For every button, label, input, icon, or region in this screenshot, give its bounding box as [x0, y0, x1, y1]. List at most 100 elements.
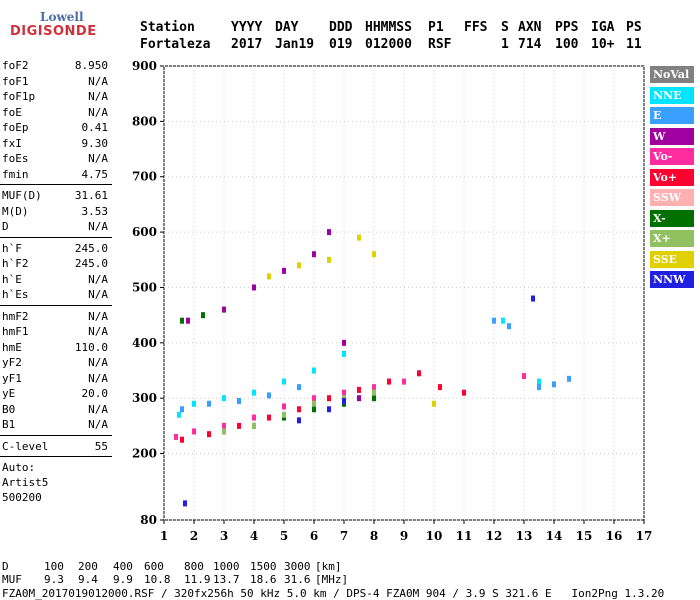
data-point-nnw	[327, 406, 331, 413]
param-name: hmF2	[2, 309, 29, 323]
x-tick-label: 14	[546, 529, 563, 543]
data-point-nne	[537, 378, 541, 385]
logo-digisonde: DIGISONDE	[10, 24, 97, 39]
muf-value: 9.3	[44, 573, 64, 586]
legend-item-vominus: Vo-	[650, 148, 694, 165]
header-value: 10+	[591, 37, 615, 52]
data-point-vo	[237, 422, 241, 429]
data-point-e	[207, 400, 211, 407]
data-point-vo	[192, 428, 196, 435]
y-tick-label: 700	[132, 170, 157, 184]
distance-value: 1500	[250, 560, 277, 573]
data-point-sse	[267, 273, 271, 280]
muf-value: 10.8	[144, 573, 171, 586]
data-point-w	[222, 306, 226, 313]
param-name: foE	[2, 105, 22, 119]
legend-item-nne: NNE	[650, 86, 694, 104]
param-value: 31.61	[74, 189, 108, 202]
param-row: foF2 8.950	[0, 58, 112, 74]
param-value: 9.30	[81, 136, 109, 150]
distance-label: D	[2, 560, 9, 573]
y-tick-label: 900	[132, 59, 157, 73]
data-point-nnw	[297, 417, 301, 424]
param-separator	[0, 304, 112, 306]
data-point-sse	[297, 262, 301, 269]
param-value: 4.75	[81, 167, 109, 181]
data-point-e	[567, 375, 571, 382]
param-row: fmin 4.75	[0, 167, 112, 183]
param-name: foF1p	[2, 90, 36, 103]
param-name: fmin	[2, 167, 29, 181]
distance-value: 3000	[284, 560, 311, 573]
y-tick-label: 200	[132, 447, 157, 461]
param-name: foF2	[2, 59, 29, 72]
param-value: 0.41	[81, 121, 109, 134]
param-name: foEp	[2, 121, 29, 134]
data-point-w	[327, 229, 331, 236]
param-name: B0	[2, 402, 16, 416]
param-name: hmE	[2, 340, 22, 354]
param-row: fxI 9.30	[0, 136, 112, 152]
data-point-x	[372, 395, 376, 402]
param-name: h`F2	[2, 257, 29, 270]
x-tick-label: 17	[636, 529, 653, 543]
muf-label: MUF	[2, 573, 22, 586]
distance-value: 400	[113, 560, 133, 573]
x-tick-label: 12	[486, 529, 503, 543]
param-row: M(D) 3.53	[0, 204, 112, 220]
param-row: foE N/A	[0, 105, 112, 121]
param-row: h`F2 245.0	[0, 256, 112, 272]
data-point-vo	[438, 384, 442, 391]
legend-item-sse: SSE	[650, 250, 694, 268]
param-row: h`F 245.0	[0, 241, 112, 257]
param-value: N/A	[88, 288, 108, 301]
param-name: hmF1	[2, 325, 29, 338]
header-value: 714	[518, 37, 542, 52]
header-label: Station	[140, 20, 195, 35]
data-point-nne	[177, 411, 181, 418]
header-value: Jan19	[275, 37, 315, 52]
legend-item-xplus: X+	[650, 230, 694, 247]
data-point-e	[492, 317, 496, 324]
param-row: yF1 N/A	[0, 371, 112, 387]
data-point-nnw	[342, 397, 346, 404]
param-value: N/A	[88, 356, 108, 369]
param-value: N/A	[88, 325, 108, 338]
param-value: N/A	[88, 90, 108, 103]
data-point-vo	[372, 384, 376, 391]
muf-unit: [MHz]	[315, 573, 349, 586]
auto-scaler-version: 500200	[2, 491, 42, 504]
data-point-vo	[312, 395, 316, 402]
data-point-nne	[312, 367, 316, 374]
header-value: 1	[501, 37, 509, 52]
param-value: N/A	[88, 105, 108, 119]
auto-scaler-label: Auto:	[2, 461, 36, 474]
x-tick-label: 10	[426, 529, 443, 543]
data-point-sse	[432, 400, 436, 407]
param-row: hmF2 N/A	[0, 309, 112, 325]
param-value: N/A	[88, 152, 108, 165]
param-name: yF1	[2, 371, 22, 385]
data-point-vo	[402, 378, 406, 385]
data-point-x	[180, 317, 184, 324]
param-name: fxI	[2, 136, 22, 150]
data-point-nne	[282, 378, 286, 385]
distance-value: 1000	[213, 560, 240, 573]
param-row: foF1 N/A	[0, 74, 112, 90]
y-tick-label: 600	[132, 225, 157, 239]
data-point-x	[312, 406, 316, 413]
param-row: C-level 55	[0, 439, 112, 455]
param-value: 20.0	[81, 387, 109, 400]
distance-value: 800	[184, 560, 204, 573]
footer-file-info: FZA0M_2017019012000.RSF / 320fx256h 50 k…	[2, 587, 665, 600]
data-point-w	[312, 251, 316, 258]
data-point-vo	[174, 433, 178, 440]
muf-value: 11.9	[184, 573, 211, 586]
param-row: yF2 N/A	[0, 355, 112, 371]
param-row: hmF1 N/A	[0, 324, 112, 340]
data-point-sse	[357, 234, 361, 241]
plot-frame	[163, 65, 645, 521]
data-point-w	[186, 317, 190, 324]
data-point-e	[267, 392, 271, 399]
param-row: foF1p N/A	[0, 89, 112, 105]
